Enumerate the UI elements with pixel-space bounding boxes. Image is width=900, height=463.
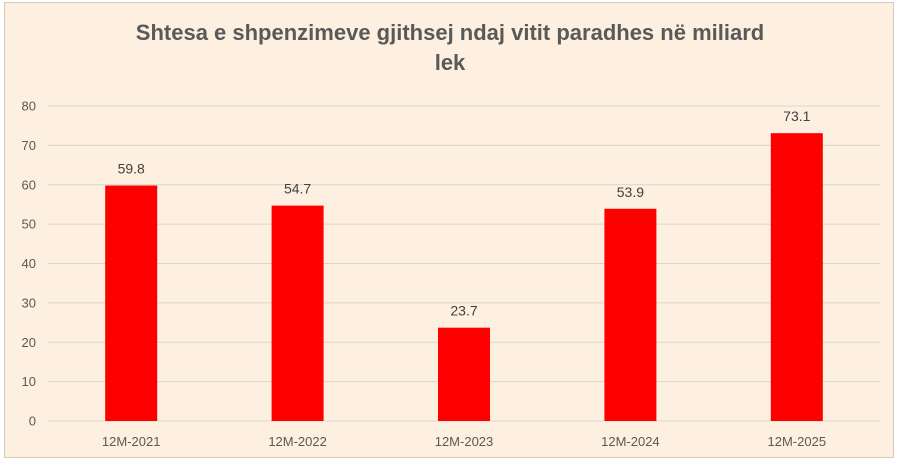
x-tick-label: 12M-2025 [768, 434, 827, 449]
chart-title-line-2: lek [434, 50, 466, 75]
data-label: 73.1 [783, 108, 810, 124]
bars [105, 133, 823, 421]
data-label: 23.7 [450, 303, 477, 319]
y-tick-label: 20 [22, 335, 36, 350]
data-labels: 59.8 54.7 23.7 53.9 73.1 [118, 108, 811, 319]
bar [438, 327, 490, 421]
y-tick-label: 10 [22, 374, 36, 389]
data-label: 59.8 [118, 161, 145, 177]
y-tick-label: 60 [22, 177, 36, 192]
bar [271, 205, 324, 421]
y-tick-label: 50 [22, 217, 36, 232]
y-tick-label: 80 [22, 99, 36, 114]
bar [105, 185, 158, 421]
x-tick-label: 12M-2021 [102, 434, 161, 449]
y-tick-label: 40 [22, 256, 36, 271]
x-tick-label: 12M-2024 [601, 434, 660, 449]
x-tick-label: 12M-2023 [435, 434, 494, 449]
y-tick-label: 30 [22, 295, 36, 310]
chart-title-line-1: Shtesa e shpenzimeve gjithsej ndaj vitit… [135, 20, 765, 45]
data-label: 53.9 [617, 184, 644, 200]
bar [604, 208, 657, 421]
chart-title: Shtesa e shpenzimeve gjithsej ndaj vitit… [0, 18, 900, 78]
bar [770, 133, 823, 421]
x-tick-label: 12M-2022 [268, 434, 327, 449]
x-axis-tick-labels: 12M-2021 12M-2022 12M-2023 12M-2024 12M-2025 [102, 434, 826, 449]
data-label: 54.7 [284, 181, 311, 197]
y-tick-label: 0 [29, 414, 36, 429]
y-tick-label: 70 [22, 138, 36, 153]
y-axis-tick-labels: 0 10 20 30 40 50 60 70 80 [22, 99, 36, 429]
